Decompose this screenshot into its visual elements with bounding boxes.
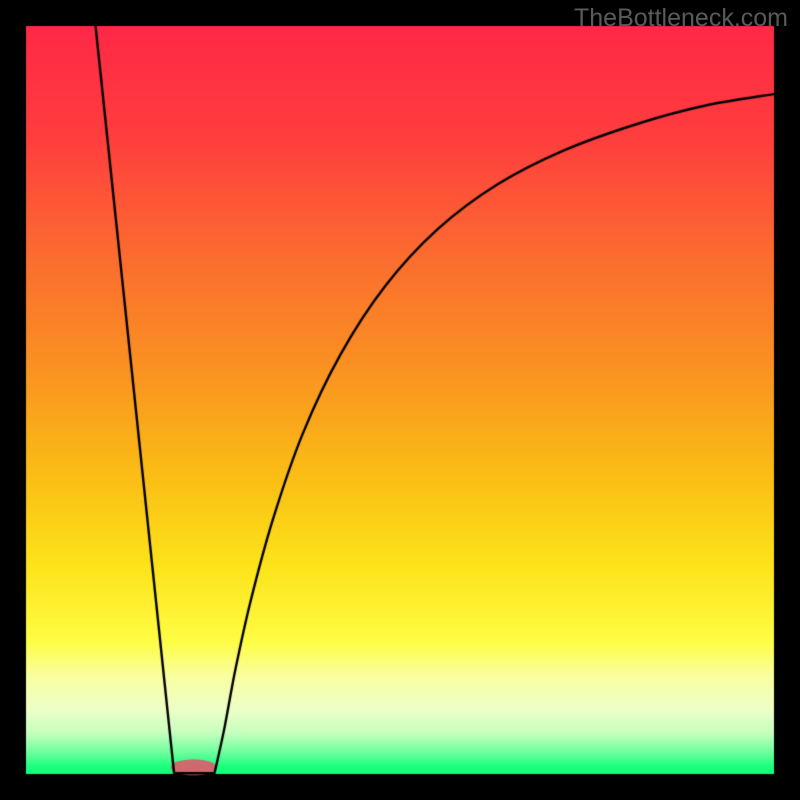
watermark-text: TheBottleneck.com xyxy=(574,4,788,33)
bottleneck-chart xyxy=(0,0,800,800)
chart-container: TheBottleneck.com xyxy=(0,0,800,800)
